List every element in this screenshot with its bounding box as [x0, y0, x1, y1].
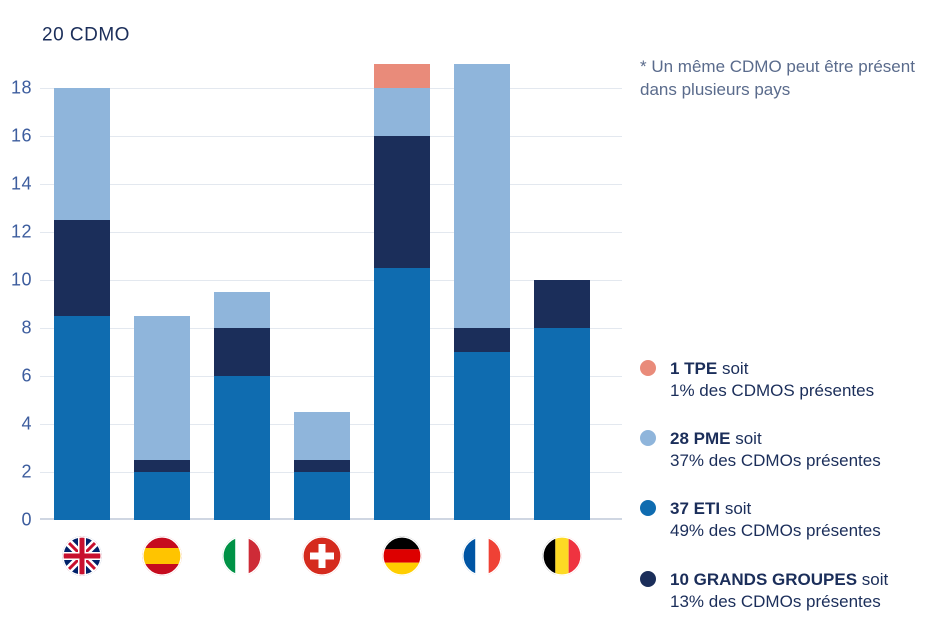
bar-segment-grands_groupes: [54, 220, 110, 316]
y-tick-label: 18: [11, 78, 40, 99]
bar-segment-pme: [54, 88, 110, 220]
y-tick-label: 16: [11, 126, 40, 147]
page-root: 20 CDMO 024681012141618: [0, 0, 946, 636]
bar-de: [374, 64, 430, 520]
y-tick-label: 8: [21, 318, 40, 339]
bar-segment-pme: [294, 412, 350, 460]
flag-be-icon: [542, 536, 582, 576]
legend-line2: 49% des CDMOs présentes: [670, 520, 936, 542]
bar-it: [214, 292, 270, 520]
bar-be: [534, 280, 590, 520]
cdmo-chart: 20 CDMO 024681012141618: [40, 40, 600, 520]
legend-swatch-icon: [640, 571, 656, 587]
country-flags-row: [40, 536, 600, 582]
legend-swatch-icon: [640, 430, 656, 446]
bar-fr: [454, 64, 510, 520]
legend-item-eti: 37 ETI soit 49% des CDMOs présentes: [640, 498, 936, 542]
bar-segment-eti: [54, 316, 110, 520]
bar-segment-eti: [134, 472, 190, 520]
legend-line2: 13% des CDMOs présentes: [670, 591, 936, 613]
y-tick-label: 14: [11, 174, 40, 195]
bar-segment-pme: [134, 316, 190, 460]
legend-line1: 37 ETI soit: [670, 499, 751, 518]
flag-de-icon: [382, 536, 422, 576]
bar-segment-eti: [214, 376, 270, 520]
legend-line1: 10 GRANDS GROUPES soit: [670, 570, 888, 589]
y-tick-label: 6: [21, 366, 40, 387]
legend-line1: 28 PME soit: [670, 429, 762, 448]
flag-ch-icon: [302, 536, 342, 576]
bar-segment-pme: [374, 88, 430, 136]
bar-segment-eti: [454, 352, 510, 520]
bar-segment-grands_groupes: [294, 460, 350, 472]
bar-segment-pme: [214, 292, 270, 328]
bar-segment-grands_groupes: [214, 328, 270, 376]
y-tick-label: 4: [21, 414, 40, 435]
y-tick-label: 10: [11, 270, 40, 291]
flag-it-icon: [222, 536, 262, 576]
y-tick-label: 2: [21, 462, 40, 483]
bar-segment-eti: [374, 268, 430, 520]
legend-line1: 1 TPE soit: [670, 359, 748, 378]
legend-item-tpe: 1 TPE soit 1% des CDMOS présentes: [640, 358, 936, 402]
legend-item-grands_groupes: 10 GRANDS GROUPES soit 13% des CDMOs prés…: [640, 569, 936, 613]
flag-uk-icon: [62, 536, 102, 576]
bar-segment-grands_groupes: [374, 136, 430, 268]
flag-es-icon: [142, 536, 182, 576]
bar-segment-tpe: [374, 64, 430, 88]
legend-line2: 1% des CDMOS présentes: [670, 380, 936, 402]
footnote: * Un même CDMO peut être présent dans pl…: [640, 56, 920, 102]
bar-segment-pme: [454, 64, 510, 328]
bar-uk: [54, 88, 110, 520]
bar-segment-grands_groupes: [454, 328, 510, 352]
bar-segment-grands_groupes: [534, 280, 590, 328]
y-tick-label: 0: [21, 510, 40, 531]
bar-ch: [294, 412, 350, 520]
chart-legend: 1 TPE soit 1% des CDMOS présentes 28 PME s…: [640, 358, 936, 613]
legend-swatch-icon: [640, 360, 656, 376]
chart-bars: [40, 40, 600, 520]
flag-fr-icon: [462, 536, 502, 576]
bar-es: [134, 316, 190, 520]
y-tick-label: 12: [11, 222, 40, 243]
bar-segment-grands_groupes: [134, 460, 190, 472]
legend-line2: 37% des CDMOs présentes: [670, 450, 936, 472]
legend-swatch-icon: [640, 500, 656, 516]
bar-segment-eti: [534, 328, 590, 520]
bar-segment-eti: [294, 472, 350, 520]
legend-item-pme: 28 PME soit 37% des CDMOs présentes: [640, 428, 936, 472]
